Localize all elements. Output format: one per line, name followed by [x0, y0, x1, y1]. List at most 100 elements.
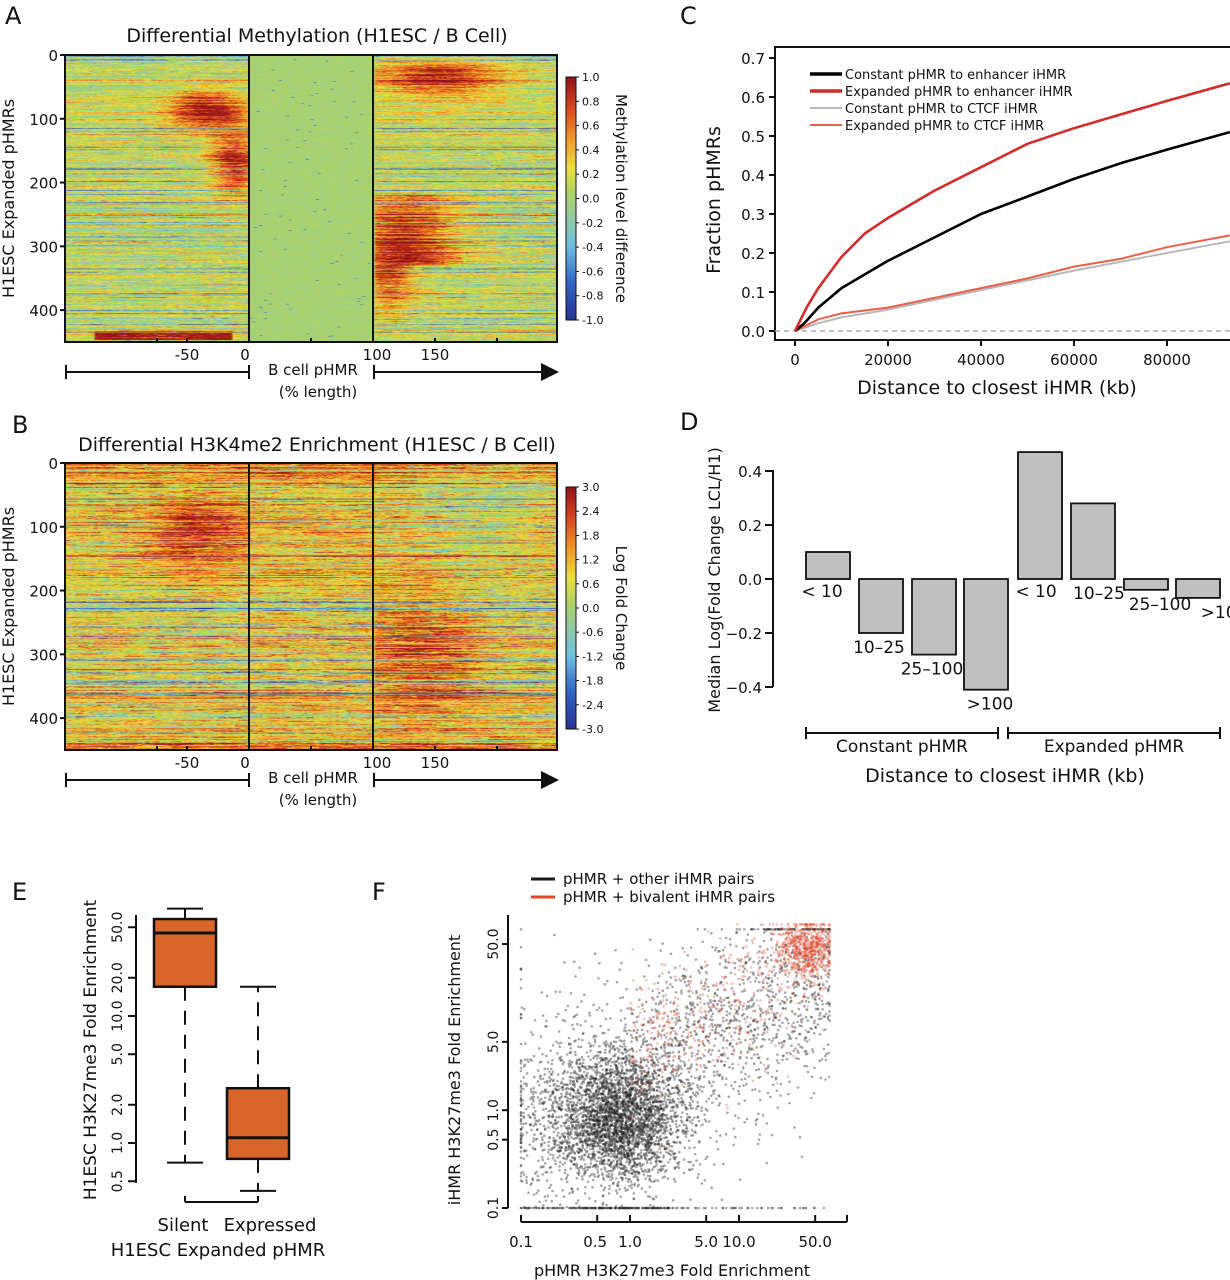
scatter-point: [601, 1092, 605, 1096]
scatter-point: [519, 1138, 523, 1141]
scatter-point: [654, 1055, 658, 1059]
scatter-point: [575, 1114, 579, 1118]
scatter-point: [596, 1057, 599, 1060]
scatter-point: [613, 1130, 617, 1133]
scatter-point: [601, 1098, 605, 1102]
scatter-point: [661, 1112, 665, 1116]
scatter-point: [563, 1083, 567, 1087]
scatter-point: [550, 1067, 553, 1071]
y-tick-label: 400: [29, 302, 58, 320]
scatter-point: [593, 1175, 596, 1178]
scatter-point: [798, 937, 802, 941]
scatter-point: [614, 1095, 617, 1098]
scatter-point: [790, 1009, 794, 1013]
scatter-point: [686, 1067, 689, 1070]
scatter-point: [557, 1131, 560, 1134]
scatter-point: [660, 1107, 663, 1110]
scatter-point: [631, 1061, 634, 1065]
scatter-point: [595, 1120, 598, 1124]
scatter-point: [644, 1190, 647, 1194]
scatter-point: [658, 1138, 661, 1142]
bar-category-label: >100: [1201, 603, 1230, 623]
scatter-point: [670, 1092, 674, 1096]
scatter-point: [601, 1108, 605, 1112]
scatter-point: [616, 1071, 620, 1075]
scatter-point: [674, 1155, 678, 1159]
scatter-point: [630, 1100, 633, 1104]
scatter-point: [556, 1149, 560, 1152]
scatter-point: [543, 1134, 546, 1137]
scatter-point: [631, 1206, 634, 1210]
scatter-point: [626, 1084, 629, 1087]
scatter-point: [683, 1062, 687, 1066]
scatter-point: [651, 1130, 654, 1133]
scatter-point: [593, 1097, 596, 1101]
scatter-point: [570, 1117, 573, 1120]
scatter-point: [581, 1107, 584, 1110]
scatter-point: [794, 994, 798, 997]
scatter-point: [582, 1105, 585, 1109]
scatter-point: [582, 1129, 585, 1133]
scatter-point: [774, 993, 778, 996]
scatter-point: [584, 1121, 588, 1125]
scatter-point: [549, 1094, 553, 1097]
scatter-point: [598, 1206, 601, 1210]
scatter-point: [653, 1095, 657, 1099]
scatter-point: [519, 1062, 523, 1065]
scatter-point: [812, 1032, 816, 1035]
scatter-point: [747, 1075, 751, 1078]
scatter-point: [700, 981, 703, 985]
scatter-point: [683, 1103, 687, 1107]
scatter-point: [584, 1135, 588, 1138]
scatter-point: [565, 1083, 568, 1086]
scatter-point: [559, 1096, 562, 1100]
scatter-point: [575, 1061, 578, 1065]
scatter-point: [538, 1061, 542, 1064]
scatter-point: [799, 1045, 802, 1049]
scatter-point: [617, 1099, 621, 1103]
scatter-point: [624, 1149, 628, 1152]
scatter-point: [609, 1155, 613, 1158]
scatter-point: [692, 1164, 695, 1167]
scatter-point: [725, 996, 729, 1000]
scatter-point: [673, 1152, 677, 1155]
scatter-point: [624, 1133, 628, 1137]
scatter-point: [535, 1128, 539, 1132]
scatter-point: [766, 956, 769, 959]
scatter-point: [644, 1145, 647, 1148]
scatter-point: [675, 1086, 679, 1089]
scatter-point: [655, 1118, 659, 1121]
scatter-point: [686, 954, 690, 957]
scatter-point: [777, 1061, 780, 1065]
scatter-point: [622, 1072, 626, 1075]
scatter-point: [614, 1157, 617, 1160]
scatter-point: [580, 1073, 583, 1077]
scatter-point: [668, 1149, 672, 1152]
scatter-point: [648, 1144, 651, 1147]
scatter-point: [752, 994, 756, 997]
scatter-point: [609, 1123, 613, 1127]
scatter-point: [807, 1000, 811, 1004]
scatter-point: [550, 1104, 554, 1107]
colorbar-frame: [565, 76, 577, 321]
y-tick-label: 20.0: [110, 962, 126, 993]
scatter-point: [586, 1092, 589, 1096]
scatter-point: [552, 1139, 555, 1143]
scatter-point: [615, 1070, 619, 1073]
scatter-point: [653, 1069, 656, 1073]
scatter-point: [737, 1007, 741, 1011]
scatter-point: [610, 1148, 613, 1151]
scatter-point: [689, 1198, 692, 1201]
scatter-point: [797, 1057, 800, 1061]
scatter-point: [622, 1167, 625, 1170]
scatter-point: [620, 1061, 624, 1064]
scatter-point: [638, 1127, 641, 1131]
scatter-point: [679, 1080, 683, 1083]
legend-label: Constant pHMR to CTCF iHMR: [845, 102, 1038, 117]
scatter-point: [686, 1088, 690, 1091]
scatter-point: [663, 1081, 666, 1085]
scatter-point: [584, 1020, 587, 1023]
scatter-point: [715, 1140, 718, 1143]
scatter-point: [683, 1081, 686, 1085]
